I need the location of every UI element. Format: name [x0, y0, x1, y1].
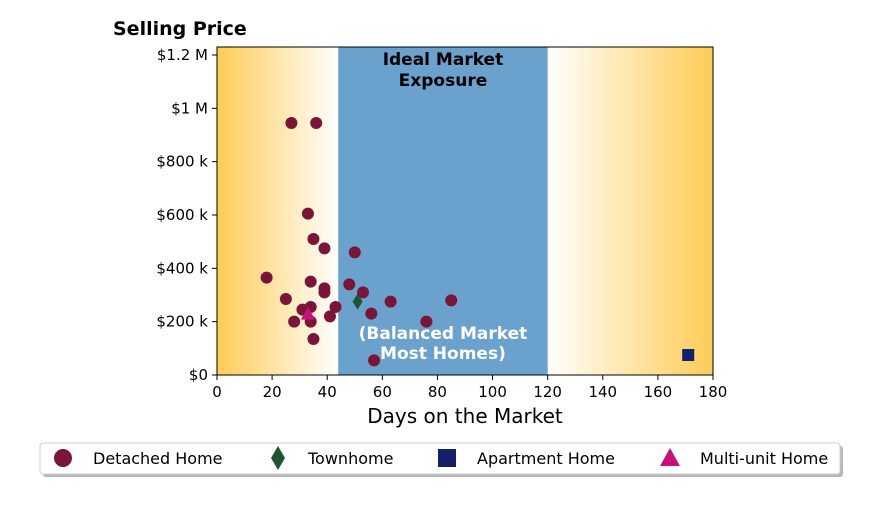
legend-label-apartment-home: Apartment Home [477, 449, 615, 468]
detached-home-point [288, 315, 301, 328]
x-tick-label: 80 [428, 383, 447, 401]
legend-marker-multi-unit-home [660, 448, 680, 466]
detached-home-point [329, 301, 342, 313]
apartment-home-point [682, 349, 695, 361]
y-tick-label: $600 k [156, 206, 208, 224]
detached-home-point [310, 117, 323, 129]
legend-marker-detached-home [54, 449, 72, 467]
x-tick-label: 180 [699, 383, 728, 401]
detached-home-point [343, 278, 356, 291]
x-axis-label: Days on the Market [367, 404, 563, 428]
y-axis: $0 $200 k $400 k $600 k $800 k $1 M $1.2 M [156, 46, 217, 384]
detached-home-point [307, 233, 320, 245]
detached-home-point [348, 246, 361, 259]
x-tick-label: 0 [212, 383, 222, 401]
y-tick-label: $0 [189, 366, 208, 384]
legend-label-multi-unit-home: Multi-unit Home [700, 449, 828, 468]
detached-home-point [304, 275, 317, 288]
ideal-market-band [338, 47, 548, 375]
detached-home-point [445, 294, 458, 307]
y-tick-label: $1.2 M [157, 46, 208, 64]
x-tick-label: 140 [588, 383, 617, 401]
legend-items: Detached Home Townhome Apartment Home Multi… [54, 446, 828, 470]
detached-home-point [357, 286, 370, 299]
detached-home-point [318, 242, 331, 255]
detached-home-point [384, 295, 397, 308]
legend-marker-townhome [271, 446, 285, 470]
x-tick-label: 60 [373, 383, 392, 401]
x-axis: 0 20 40 60 80 100 120 140 160 180 [212, 375, 727, 401]
x-tick-label: 20 [263, 383, 282, 401]
y-tick-label: $200 k [156, 313, 208, 331]
detached-home-point [323, 310, 336, 323]
legend-marker-apartment-home [438, 449, 456, 467]
detached-home-point [420, 315, 433, 328]
townhome-point [352, 293, 363, 310]
plot-frame [216, 46, 714, 376]
detached-home-point [301, 207, 314, 220]
balanced-market-label: (Balanced Market Most Homes) [359, 324, 528, 364]
x-tick-label: 120 [533, 383, 562, 401]
detached-home-point [365, 307, 378, 320]
legend: Detached Home Townhome Apartment Home Multi… [39, 442, 843, 477]
x-tick-label: 40 [318, 383, 337, 401]
ideal-market-label: Ideal Market Exposure [383, 50, 504, 91]
detached-home-point [279, 293, 292, 305]
detached-home-point [307, 333, 320, 345]
x-tick-label: 100 [478, 383, 507, 401]
y-tick-label: $800 k [156, 153, 208, 171]
detached-home-point [285, 117, 298, 129]
detached-home-point [318, 286, 331, 299]
legend-label-detached-home: Detached Home [93, 449, 223, 468]
data-points [260, 117, 695, 367]
y-tick-label: $1 M [171, 99, 208, 117]
chart-title: Selling Price [113, 18, 247, 40]
multi-unit-home-point [300, 306, 315, 320]
legend-label-townhome: Townhome [307, 449, 393, 468]
y-tick-label: $400 k [156, 259, 208, 277]
detached-home-point [260, 271, 273, 284]
x-tick-label: 160 [644, 383, 673, 401]
detached-home-point [368, 354, 381, 367]
